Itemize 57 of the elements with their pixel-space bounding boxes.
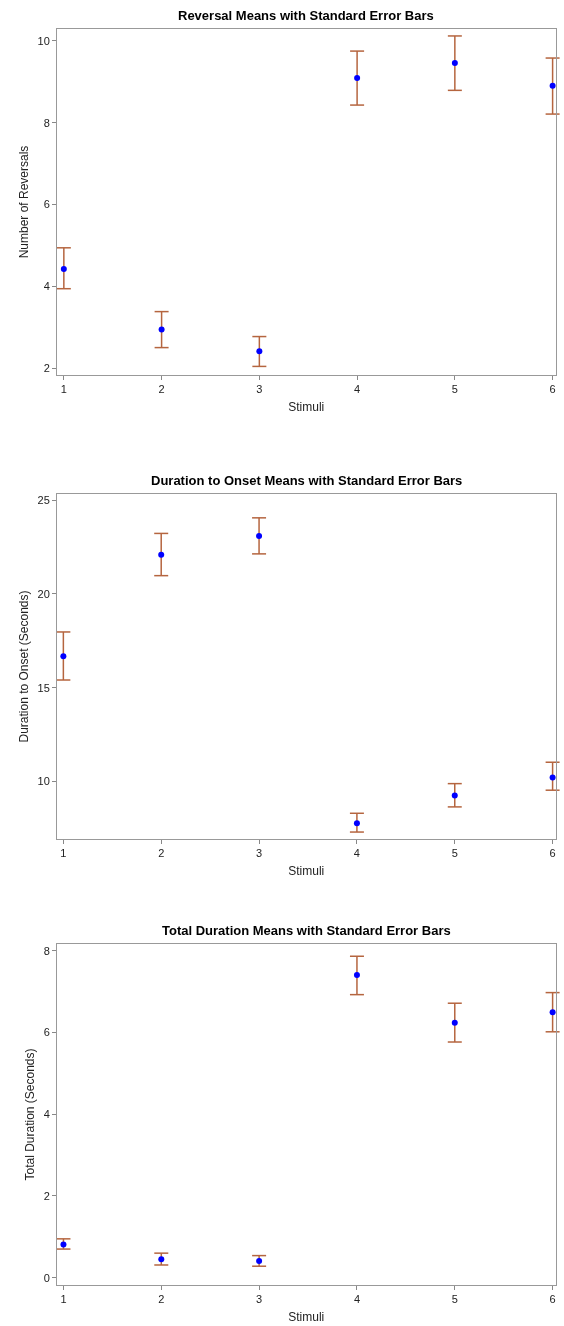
x-tick-label: 1 bbox=[60, 847, 67, 860]
y-tick-label: 6 bbox=[43, 1026, 50, 1039]
chart-title: Duration to Onset Means with Standard Error Bars bbox=[151, 473, 463, 488]
x-tick-label: 6 bbox=[549, 383, 556, 396]
y-tick-label: 20 bbox=[37, 587, 50, 600]
y-tick-label: 10 bbox=[37, 34, 50, 47]
point bbox=[60, 266, 67, 273]
x-axis-title: Stimuli bbox=[288, 400, 325, 415]
y-tick-label: 4 bbox=[43, 1108, 50, 1121]
y-tick-label: 6 bbox=[43, 198, 50, 211]
x-tick-label: 5 bbox=[451, 847, 458, 860]
x-tick-label: 1 bbox=[60, 383, 67, 396]
point bbox=[451, 792, 458, 799]
x-tick-label: 2 bbox=[158, 1293, 165, 1306]
y-axis-title: Duration to Onset (Seconds) bbox=[16, 590, 31, 743]
y-tick-label: 25 bbox=[37, 493, 50, 506]
point bbox=[158, 551, 165, 558]
x-tick-label: 4 bbox=[353, 847, 360, 860]
point bbox=[354, 75, 361, 82]
x-tick-label: 6 bbox=[549, 1293, 556, 1306]
x-tick-label: 6 bbox=[549, 847, 556, 860]
point bbox=[549, 774, 556, 781]
y-tick-label: 2 bbox=[43, 1189, 50, 1202]
point bbox=[451, 59, 458, 66]
x-tick-label: 2 bbox=[158, 383, 165, 396]
y-tick-label: 0 bbox=[43, 1271, 50, 1284]
point bbox=[549, 1009, 556, 1016]
point bbox=[256, 533, 263, 540]
point bbox=[256, 348, 263, 355]
x-tick-label: 3 bbox=[256, 383, 263, 396]
x-tick-label: 2 bbox=[158, 847, 165, 860]
y-tick-label: 2 bbox=[43, 361, 50, 374]
y-axis-title: Total Duration (Seconds) bbox=[22, 1048, 37, 1181]
x-tick-label: 5 bbox=[451, 1293, 458, 1306]
y-tick-label: 4 bbox=[43, 280, 50, 293]
chart-title: Reversal Means with Standard Error Bars bbox=[178, 8, 434, 23]
y-tick-label: 10 bbox=[37, 775, 50, 788]
point bbox=[353, 972, 360, 979]
point bbox=[451, 1019, 458, 1026]
x-tick-label: 1 bbox=[60, 1293, 67, 1306]
point bbox=[158, 1256, 165, 1263]
point bbox=[158, 326, 165, 333]
x-axis-title: Stimuli bbox=[288, 1310, 325, 1325]
x-tick-label: 4 bbox=[354, 383, 361, 396]
x-tick-label: 3 bbox=[256, 847, 263, 860]
y-tick-label: 15 bbox=[37, 681, 50, 694]
point bbox=[353, 820, 360, 827]
y-tick-label: 8 bbox=[43, 116, 50, 129]
point bbox=[549, 82, 556, 89]
x-axis-title: Stimuli bbox=[288, 864, 325, 879]
y-axis-title: Number of Reversals bbox=[16, 145, 31, 259]
x-tick-label: 4 bbox=[353, 1293, 361, 1306]
x-tick-label: 3 bbox=[256, 1293, 263, 1306]
point bbox=[60, 653, 67, 660]
x-tick-label: 5 bbox=[451, 383, 458, 396]
y-tick-label: 8 bbox=[43, 944, 50, 957]
chart-title: Total Duration Means with Standard Error Bars bbox=[162, 923, 451, 938]
